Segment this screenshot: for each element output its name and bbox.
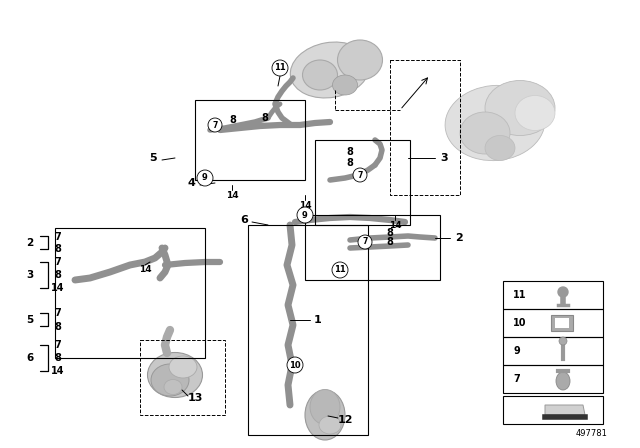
Bar bbox=[503, 337, 603, 365]
Bar bbox=[503, 281, 603, 309]
Bar bbox=[248, 225, 368, 435]
Bar bbox=[195, 100, 305, 180]
Text: 11: 11 bbox=[334, 266, 346, 275]
Circle shape bbox=[358, 235, 372, 249]
Bar bbox=[555, 318, 569, 328]
Text: 6: 6 bbox=[26, 353, 34, 363]
Ellipse shape bbox=[319, 416, 341, 434]
Bar bbox=[503, 365, 603, 393]
Ellipse shape bbox=[164, 379, 182, 395]
Text: 10: 10 bbox=[289, 361, 301, 370]
Text: 3: 3 bbox=[440, 153, 447, 163]
Text: 6: 6 bbox=[240, 215, 248, 225]
Ellipse shape bbox=[485, 81, 555, 135]
Bar bbox=[305, 215, 440, 280]
Text: 2: 2 bbox=[455, 233, 463, 243]
Circle shape bbox=[272, 60, 288, 76]
Text: 14: 14 bbox=[51, 283, 65, 293]
Text: 7: 7 bbox=[54, 340, 61, 350]
Text: 10: 10 bbox=[513, 318, 527, 328]
Text: 14: 14 bbox=[51, 366, 65, 376]
Text: 11: 11 bbox=[513, 290, 527, 300]
Bar bbox=[315, 140, 410, 225]
Circle shape bbox=[208, 118, 222, 132]
Circle shape bbox=[558, 287, 568, 297]
Text: 9: 9 bbox=[302, 211, 308, 220]
Bar bbox=[503, 309, 603, 337]
Bar bbox=[551, 315, 573, 331]
Text: 2: 2 bbox=[26, 238, 34, 248]
Circle shape bbox=[353, 168, 367, 182]
Text: 8: 8 bbox=[54, 270, 61, 280]
Text: 8: 8 bbox=[387, 228, 394, 238]
Text: 14: 14 bbox=[388, 220, 401, 229]
Text: 7: 7 bbox=[54, 257, 61, 267]
Circle shape bbox=[287, 357, 303, 373]
Text: 8: 8 bbox=[230, 115, 236, 125]
Circle shape bbox=[332, 262, 348, 278]
Text: 4: 4 bbox=[187, 178, 195, 188]
Ellipse shape bbox=[485, 135, 515, 160]
Text: 7: 7 bbox=[54, 309, 61, 319]
Circle shape bbox=[197, 170, 213, 186]
Text: 12: 12 bbox=[337, 415, 353, 425]
Ellipse shape bbox=[445, 86, 545, 161]
Text: 1: 1 bbox=[314, 315, 322, 325]
Text: 9: 9 bbox=[202, 173, 208, 182]
Text: 8: 8 bbox=[54, 322, 61, 332]
Ellipse shape bbox=[303, 60, 337, 90]
Ellipse shape bbox=[515, 95, 555, 130]
Text: 497781: 497781 bbox=[575, 429, 607, 438]
Text: 14: 14 bbox=[299, 201, 311, 210]
Ellipse shape bbox=[556, 372, 570, 390]
Ellipse shape bbox=[460, 112, 510, 154]
Text: 8: 8 bbox=[262, 113, 268, 123]
Ellipse shape bbox=[305, 390, 345, 440]
Text: 8: 8 bbox=[347, 158, 353, 168]
Text: 8: 8 bbox=[387, 237, 394, 247]
Text: 11: 11 bbox=[274, 64, 286, 73]
Text: 5: 5 bbox=[26, 315, 34, 325]
Ellipse shape bbox=[337, 40, 383, 80]
Ellipse shape bbox=[310, 389, 340, 425]
Text: 8: 8 bbox=[347, 147, 353, 157]
Text: 7: 7 bbox=[362, 237, 368, 246]
Text: 13: 13 bbox=[188, 393, 203, 403]
Text: 8: 8 bbox=[54, 353, 61, 363]
Bar bbox=[503, 396, 603, 424]
Text: 14: 14 bbox=[139, 266, 151, 275]
Ellipse shape bbox=[151, 364, 189, 396]
Ellipse shape bbox=[169, 356, 197, 378]
Bar bbox=[140, 340, 225, 415]
Text: 7: 7 bbox=[513, 374, 520, 384]
Text: 7: 7 bbox=[54, 232, 61, 241]
Circle shape bbox=[559, 337, 567, 345]
Text: 8: 8 bbox=[54, 245, 61, 254]
Text: 7: 7 bbox=[357, 171, 363, 180]
Ellipse shape bbox=[291, 42, 370, 98]
Polygon shape bbox=[545, 405, 585, 415]
Ellipse shape bbox=[147, 353, 202, 397]
Bar bbox=[55, 228, 205, 358]
Text: 5: 5 bbox=[149, 153, 157, 163]
Text: 3: 3 bbox=[26, 270, 34, 280]
Circle shape bbox=[297, 207, 313, 223]
Text: 14: 14 bbox=[226, 190, 238, 199]
Ellipse shape bbox=[333, 75, 358, 95]
Text: 7: 7 bbox=[212, 121, 218, 129]
Text: 9: 9 bbox=[513, 346, 520, 356]
